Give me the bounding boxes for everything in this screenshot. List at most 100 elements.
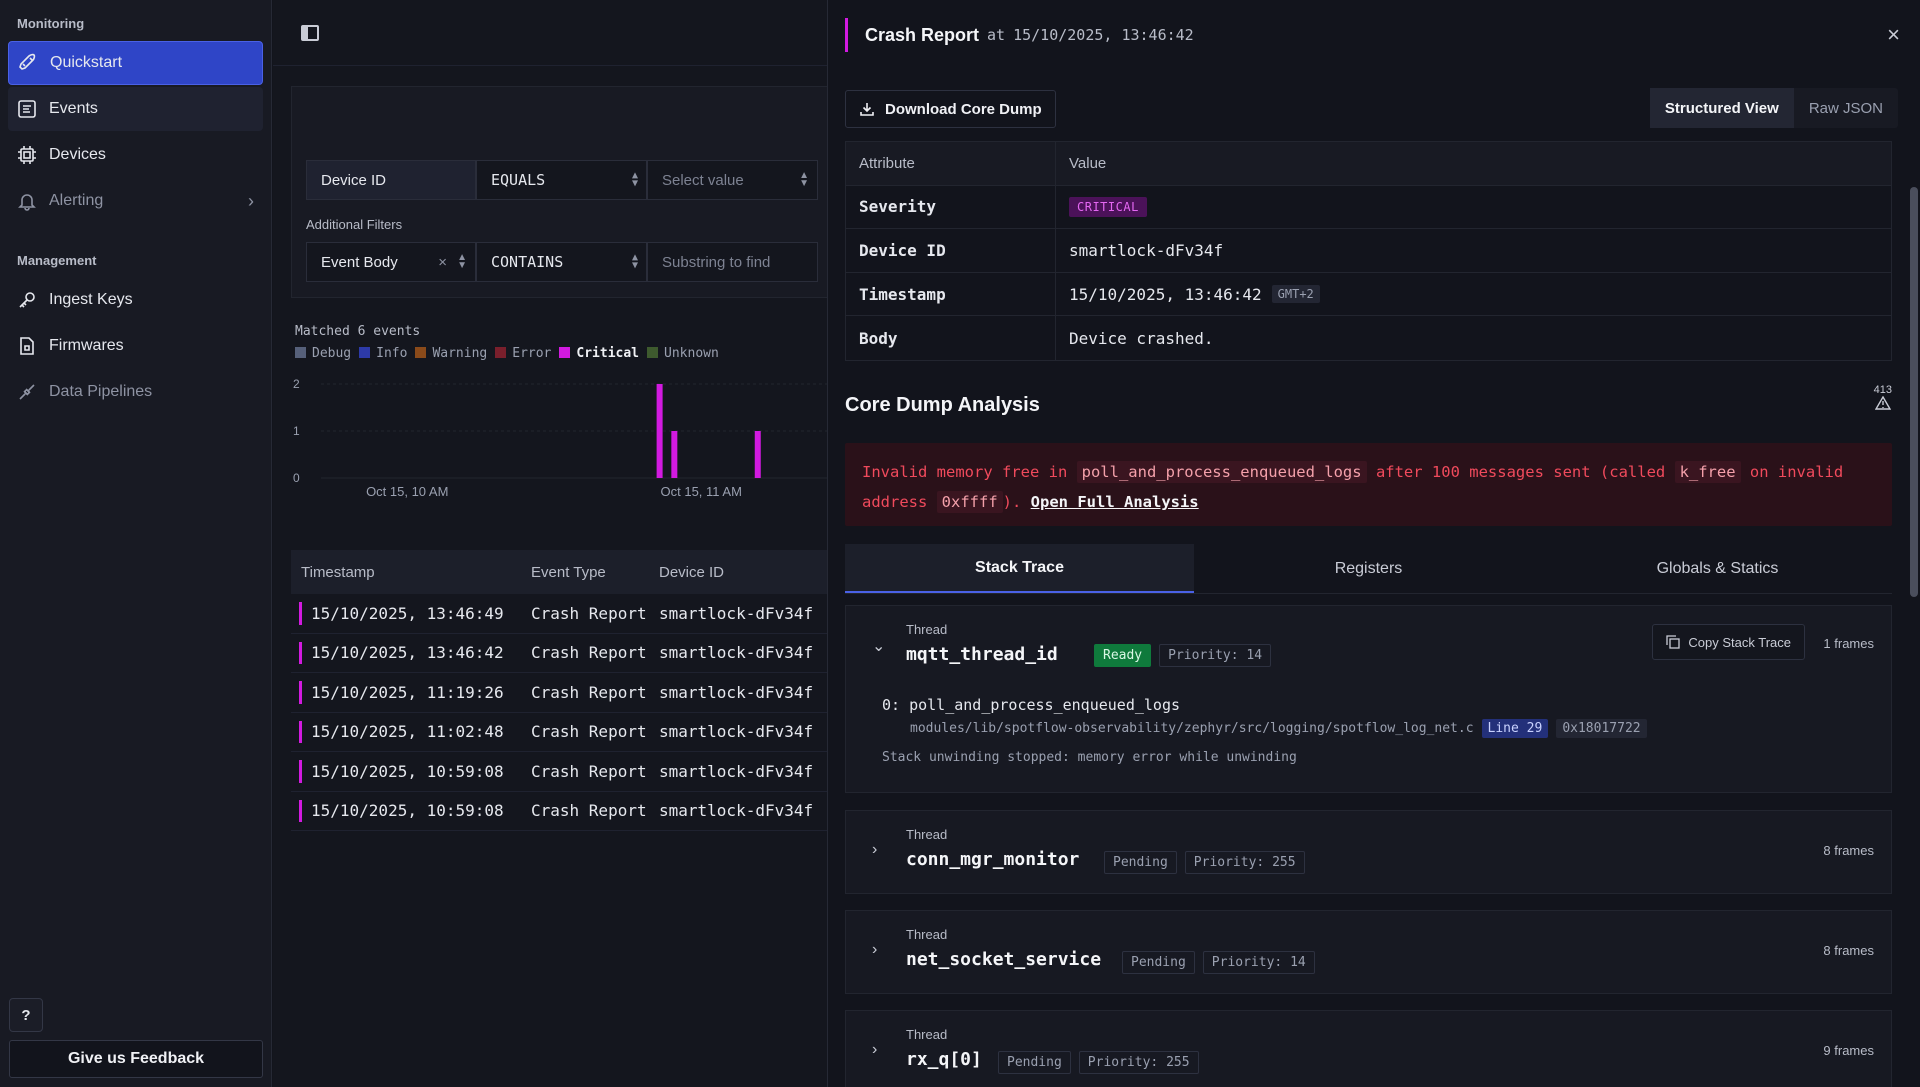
cell-event-type: Crash Report bbox=[531, 603, 647, 623]
bell-icon bbox=[18, 194, 36, 211]
chevron-down-icon[interactable]: ⌄ bbox=[872, 638, 886, 655]
filter-value-input-2[interactable]: Substring to find bbox=[647, 242, 818, 282]
col-timestamp[interactable]: Timestamp bbox=[301, 563, 375, 581]
thread-tags: Ready Priority: 14 bbox=[1094, 644, 1272, 667]
management-section-label: Management bbox=[17, 253, 97, 268]
sidebar-item-quickstart[interactable]: Quickstart bbox=[8, 41, 263, 85]
scrollbar[interactable] bbox=[1908, 85, 1920, 1085]
cell-device-id: smartlock-dFv34f bbox=[659, 682, 814, 702]
table-row[interactable]: 15/10/2025, 11:02:48 Crash Report smartloc… bbox=[291, 713, 827, 752]
sidebar-item-events[interactable]: Events bbox=[8, 87, 263, 131]
file-icon bbox=[20, 337, 34, 355]
filter-field-2[interactable]: Event Body × ▲ ▼ bbox=[306, 242, 476, 282]
legend-info[interactable]: Info bbox=[359, 346, 407, 361]
chart-legend: Debug Info Warning Error Critical Unknow… bbox=[295, 346, 719, 361]
table-row[interactable]: 15/10/2025, 11:19:26 Crash Report smartloc… bbox=[291, 673, 827, 713]
table-row[interactable]: 15/10/2025, 10:59:08 Crash Report smartloc… bbox=[291, 792, 827, 831]
filter-operator-select[interactable]: EQUALS ▲ ▼ bbox=[476, 160, 647, 200]
tab-registers[interactable]: Registers bbox=[1334, 559, 1403, 577]
sidebar-item-devices[interactable]: Devices bbox=[8, 133, 263, 177]
legend-unknown[interactable]: Unknown bbox=[647, 346, 719, 361]
priority-badge: Priority: 255 bbox=[1078, 1051, 1199, 1074]
updown-icon: ▲ ▼ bbox=[457, 252, 467, 271]
sidebar-item-ingest-keys[interactable]: Ingest Keys bbox=[8, 278, 263, 322]
filter-field[interactable]: Device ID bbox=[306, 160, 476, 200]
sidebar-item-data-pipelines[interactable]: Data Pipelines bbox=[8, 370, 263, 414]
legend-error[interactable]: Error bbox=[495, 346, 551, 361]
cell-timestamp: 15/10/2025, 11:02:48 bbox=[311, 722, 504, 742]
feedback-button[interactable]: Give us Feedback bbox=[9, 1040, 263, 1078]
y-tick-label: 1 bbox=[293, 424, 300, 438]
y-tick-label: 2 bbox=[293, 377, 300, 391]
cell-device-id: smartlock-dFv34f bbox=[659, 801, 814, 821]
filter-value-select[interactable]: Select value ▲ ▼ bbox=[647, 160, 818, 200]
table-row[interactable]: 15/10/2025, 13:46:42 Crash Report smartloc… bbox=[291, 634, 827, 673]
cell-timestamp: 15/10/2025, 13:46:49 bbox=[311, 603, 504, 623]
priority-badge: Priority: 14 bbox=[1159, 644, 1272, 667]
raw-json-button[interactable]: Raw JSON bbox=[1808, 99, 1883, 117]
stack-frame[interactable]: 0: poll_and_process_enqueued_logs bbox=[882, 696, 1181, 714]
frame-count: 8 frames bbox=[1823, 943, 1874, 958]
sidebar-item-label: Events bbox=[49, 100, 98, 117]
key-icon bbox=[19, 292, 35, 308]
frame-count: 8 frames bbox=[1823, 843, 1874, 858]
copy-stack-trace-button[interactable]: Copy Stack Trace bbox=[1652, 624, 1805, 660]
detail-timestamp: 15/10/2025, 13:46:42 bbox=[1013, 26, 1194, 44]
filter-row-2: Event Body × ▲ ▼ CONTAINS ▲ ▼ Substring to … bbox=[306, 242, 818, 282]
legend-warning[interactable]: Warning bbox=[415, 346, 487, 361]
sidebar-item-firmwares[interactable]: Firmwares bbox=[8, 324, 263, 368]
open-full-analysis-link[interactable]: Open Full Analysis bbox=[1030, 493, 1199, 511]
detail-at: at bbox=[987, 26, 1006, 44]
table-row[interactable]: 15/10/2025, 13:46:49 Crash Report smartloc… bbox=[291, 594, 827, 634]
chevron-right-icon[interactable]: › bbox=[872, 1041, 878, 1058]
download-core-dump-button[interactable]: Download Core Dump bbox=[845, 90, 1056, 128]
cell-event-type: Crash Report bbox=[531, 801, 647, 821]
attr-row-timestamp: Timestamp 15/10/2025, 13:46:42 GMT+2 bbox=[846, 272, 1891, 317]
col-device-id[interactable]: Device ID bbox=[659, 563, 725, 581]
cell-timestamp: 15/10/2025, 13:46:42 bbox=[311, 643, 504, 663]
legend-critical[interactable]: Critical bbox=[559, 346, 639, 361]
cell-device-id: smartlock-dFv34f bbox=[659, 643, 814, 663]
frame-path: modules/lib/spotflow-observability/zephy… bbox=[910, 719, 1647, 738]
chevron-right-icon[interactable]: › bbox=[872, 941, 878, 958]
filter-row: Device ID EQUALS ▲ ▼ Select value ▲ ▼ bbox=[306, 160, 818, 200]
chart-bar bbox=[754, 431, 761, 478]
x-tick-label: Oct 15, 10 AM bbox=[366, 484, 448, 499]
matched-count: Matched 6 events bbox=[295, 324, 421, 339]
filter-operator-select-2[interactable]: CONTAINS ▲ ▼ bbox=[476, 242, 647, 282]
thread-card[interactable]: › Thread rx_q[0] Pending Priority: 255 9… bbox=[845, 1010, 1892, 1087]
attribute-table: Attribute Value Severity CRITICAL Device… bbox=[845, 141, 1892, 361]
cell-device-id: smartlock-dFv34f bbox=[659, 722, 814, 742]
thread-card[interactable]: › Thread net_socket_service Pending Prio… bbox=[845, 910, 1892, 994]
table-row[interactable]: 15/10/2025, 10:59:08 Crash Report smartloc… bbox=[291, 752, 827, 792]
sidebar-toggle-icon[interactable] bbox=[301, 24, 319, 41]
tab-globals-statics[interactable]: Globals & Statics bbox=[1656, 559, 1779, 577]
thread-card[interactable]: › Thread conn_mgr_monitor Pending Priori… bbox=[845, 810, 1892, 894]
monitoring-section-label: Monitoring bbox=[17, 16, 85, 31]
table-header: Timestamp Event Type Device ID bbox=[291, 550, 827, 594]
state-badge: Pending bbox=[998, 1051, 1071, 1074]
additional-filters-label: Additional Filters bbox=[306, 217, 403, 232]
clear-icon[interactable]: × bbox=[438, 253, 447, 271]
warning-count[interactable]: 413 bbox=[1874, 384, 1892, 413]
cell-event-type: Crash Report bbox=[531, 682, 647, 702]
tab-stack-trace[interactable]: Stack Trace bbox=[845, 544, 1194, 593]
thread-card: ⌄ Thread mqtt_thread_id Ready Priority: … bbox=[845, 605, 1892, 793]
structured-view-button[interactable]: Structured View bbox=[1649, 88, 1794, 128]
sidebar-item-alerting[interactable]: Alerting › bbox=[8, 179, 263, 223]
cell-timestamp: 15/10/2025, 11:19:26 bbox=[311, 682, 504, 702]
help-button[interactable]: ? bbox=[9, 998, 43, 1032]
y-tick-label: 0 bbox=[293, 471, 300, 485]
sidebar-item-label: Firmwares bbox=[49, 337, 124, 354]
attr-row-device: Device ID smartlock-dFv34f bbox=[846, 229, 1891, 273]
col-event-type[interactable]: Event Type bbox=[531, 563, 606, 581]
updown-icon: ▲ ▼ bbox=[799, 170, 809, 189]
sidebar-item-label: Devices bbox=[49, 146, 106, 163]
scrollbar-thumb[interactable] bbox=[1910, 187, 1918, 597]
thread-tags: Pending Priority: 255 bbox=[1104, 851, 1305, 874]
close-icon[interactable]: × bbox=[1887, 22, 1900, 47]
legend-debug[interactable]: Debug bbox=[295, 346, 351, 361]
frame-count: 9 frames bbox=[1823, 1043, 1874, 1058]
sidebar-item-label: Data Pipelines bbox=[49, 383, 153, 400]
chevron-right-icon[interactable]: › bbox=[872, 841, 878, 858]
